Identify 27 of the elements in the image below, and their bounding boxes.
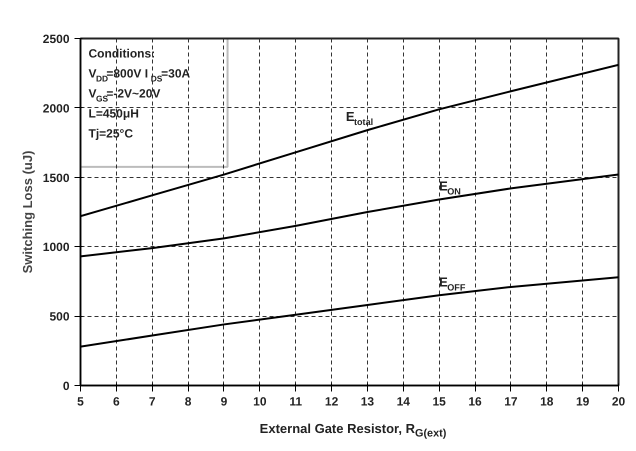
x-tick-label: 7: [148, 394, 156, 408]
x-tick-label: 15: [432, 394, 446, 408]
x-tick-label: 14: [396, 394, 410, 408]
x-tick-label: 18: [540, 394, 554, 408]
x-tick-label: 9: [220, 394, 228, 408]
x-tick-label: 10: [253, 394, 267, 408]
x-tick-label: 20: [612, 394, 626, 408]
x-tick-label: 6: [113, 394, 120, 408]
annotation: L=450μH: [88, 106, 139, 120]
x-tick-label: 17: [504, 394, 518, 408]
annotation: Tj=25°C: [88, 126, 134, 140]
x-tick-label: 13: [360, 394, 374, 408]
y-tick-label: 1500: [42, 170, 70, 185]
x-tick-label: 5: [77, 394, 84, 408]
y-tick-label: 500: [49, 310, 70, 324]
x-tick-label: 16: [468, 394, 482, 408]
x-tick-label: 8: [184, 394, 192, 408]
y-tick-label: 1000: [42, 240, 70, 254]
x-tick-label: 11: [289, 394, 302, 408]
annotation: Conditions:: [88, 46, 156, 60]
y-tick-label: 2000: [42, 101, 70, 116]
y-axis-title: Switching Loss (uJ): [20, 150, 35, 274]
x-tick-label: 19: [576, 394, 590, 408]
x-axis-title: External Gate Resistor, R$_{G(ext)}$: [260, 420, 446, 442]
y-tick-label: 0: [62, 379, 70, 393]
y-tick-label: 2500: [42, 32, 70, 46]
x-tick-label: 12: [324, 394, 339, 408]
